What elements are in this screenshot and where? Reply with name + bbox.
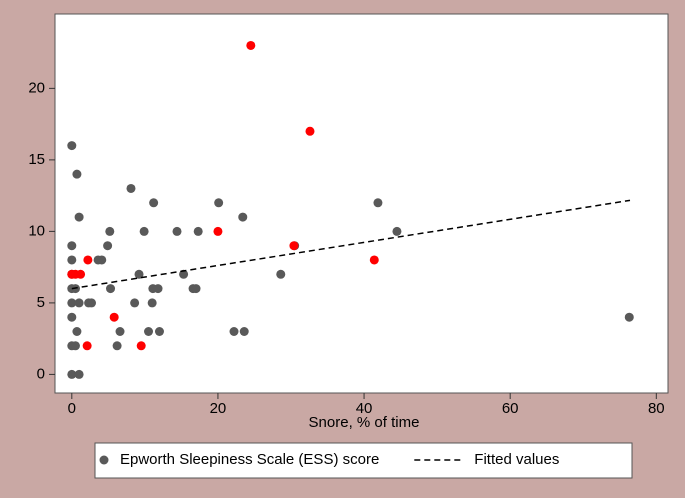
- y-tick-label: 0: [37, 365, 45, 382]
- x-tick-label: 0: [68, 400, 76, 417]
- point: [179, 269, 189, 279]
- point: [172, 226, 182, 236]
- fitted-line: [71, 199, 631, 290]
- point: [67, 255, 77, 265]
- point: [115, 327, 125, 337]
- point: [87, 298, 97, 308]
- point: [105, 226, 115, 236]
- point: [238, 212, 248, 222]
- point: [154, 327, 164, 337]
- point: [72, 327, 82, 337]
- point: [72, 169, 82, 179]
- point: [70, 341, 80, 351]
- point: [130, 298, 140, 308]
- point: [112, 341, 122, 351]
- point: [239, 327, 249, 337]
- point: [191, 284, 201, 294]
- point: [83, 255, 93, 265]
- point: [149, 198, 159, 208]
- point: [67, 241, 77, 251]
- x-tick-label: 40: [356, 400, 373, 417]
- point: [214, 198, 224, 208]
- point: [373, 198, 383, 208]
- point: [103, 241, 113, 251]
- x-tick-label: 20: [210, 400, 227, 417]
- point: [193, 226, 203, 236]
- point: [134, 269, 144, 279]
- point: [67, 312, 77, 322]
- point: [76, 269, 86, 279]
- point: [144, 327, 154, 337]
- point: [67, 369, 77, 379]
- point: [82, 341, 92, 351]
- legend-label: Epworth Sleepiness Scale (ESS) score: [120, 451, 379, 468]
- y-tick-label: 5: [37, 294, 45, 311]
- legend-label: Fitted values: [474, 451, 559, 468]
- point: [213, 226, 223, 236]
- point: [67, 298, 77, 308]
- y-tick-label: 10: [28, 222, 45, 239]
- point: [97, 255, 107, 265]
- x-axis-title: Snore, % of time: [309, 414, 420, 431]
- point: [147, 298, 157, 308]
- point: [74, 212, 84, 222]
- point: [136, 341, 146, 351]
- point: [289, 241, 299, 251]
- point: [229, 327, 239, 337]
- point: [126, 183, 136, 193]
- point: [392, 226, 402, 236]
- point: [139, 226, 149, 236]
- point: [276, 269, 286, 279]
- point: [106, 284, 116, 294]
- point: [369, 255, 379, 265]
- y-tick-label: 20: [28, 79, 45, 96]
- point: [246, 40, 256, 50]
- point: [109, 312, 119, 322]
- plot-area: [54, 13, 669, 394]
- legend-swatch: [99, 455, 109, 465]
- point: [624, 312, 634, 322]
- x-tick-label: 60: [502, 400, 519, 417]
- x-tick-label: 80: [648, 400, 665, 417]
- point: [153, 284, 163, 294]
- point: [67, 141, 77, 151]
- legend: [94, 442, 633, 479]
- point: [305, 126, 315, 136]
- point: [74, 298, 84, 308]
- point: [74, 369, 84, 379]
- y-tick-label: 15: [28, 151, 45, 168]
